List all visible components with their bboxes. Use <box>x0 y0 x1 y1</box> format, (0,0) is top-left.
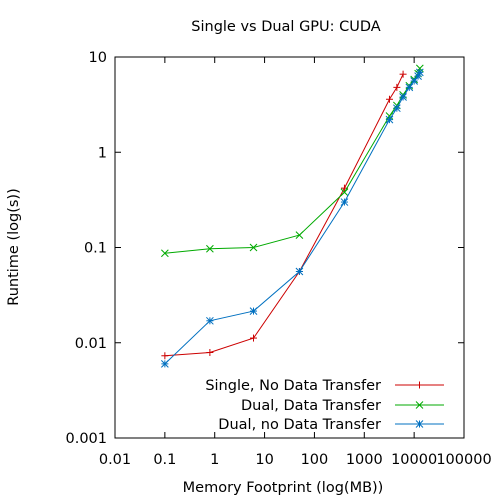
data-point <box>385 112 394 120</box>
series-line <box>164 68 421 254</box>
legend-label: Dual, no Data Transfer <box>218 417 381 433</box>
data-point <box>161 360 169 368</box>
legend: Single, No Data Transfer Dual, Data Trans… <box>205 378 444 433</box>
data-point <box>340 198 349 206</box>
marker-stroke <box>206 244 214 253</box>
series-2 <box>161 64 424 258</box>
marker-stroke <box>385 115 394 124</box>
y-axis: 0.001 0.01 0.1 1 10 <box>65 50 464 447</box>
data-point <box>410 77 418 85</box>
x-tick-label: 100000 <box>436 452 491 468</box>
series-line <box>164 73 404 357</box>
data-point <box>249 307 258 315</box>
x-tick-label: 1000 <box>346 452 383 468</box>
data-point <box>385 115 394 124</box>
x-tick-label: 10000 <box>391 452 437 468</box>
marker-stroke <box>161 249 169 258</box>
marker-stroke <box>415 420 424 428</box>
x-axis-label: Memory Footprint (log(MB)) <box>183 480 384 496</box>
marker-stroke <box>295 231 304 239</box>
x-axis: 0.01 0.1 1 10 100 1000 10000 100000 <box>99 57 492 468</box>
data-point <box>206 244 214 253</box>
marker-stroke <box>340 188 349 197</box>
data-point <box>206 349 214 357</box>
y-tick-label: 0.1 <box>84 241 107 257</box>
marker-stroke <box>410 77 418 85</box>
data-point <box>392 104 401 113</box>
x-tick-label: 1 <box>210 452 219 468</box>
x-tick-label: 100 <box>301 452 329 468</box>
series-1 <box>161 70 407 360</box>
legend-marker <box>415 401 424 409</box>
marker-stroke <box>414 72 422 80</box>
legend-label: Dual, Data Transfer <box>241 398 381 414</box>
data-point <box>399 93 407 101</box>
data-point <box>250 334 258 342</box>
data-point <box>414 72 422 80</box>
marker-stroke <box>405 83 414 92</box>
data-point <box>399 70 407 78</box>
x-tick-label: 0.01 <box>99 452 131 468</box>
x-tick-label: 10 <box>255 452 273 468</box>
marker-stroke <box>415 68 424 77</box>
chart-title: Single vs Dual GPU: CUDA <box>191 19 381 35</box>
data-point <box>405 83 414 92</box>
marker-stroke <box>206 316 214 325</box>
legend-marker <box>415 420 424 428</box>
marker-stroke <box>249 307 258 315</box>
marker-stroke <box>415 401 424 409</box>
marker-stroke <box>385 112 394 120</box>
y-tick-label: 10 <box>89 50 107 66</box>
marker-stroke <box>399 93 407 101</box>
marker-stroke <box>161 360 169 368</box>
data-point <box>206 316 214 325</box>
data-point <box>295 267 304 276</box>
x-tick-label: 0.1 <box>153 452 176 468</box>
data-point <box>415 68 424 77</box>
data-point <box>161 249 169 258</box>
series-3 <box>161 68 424 368</box>
series-line <box>164 72 421 365</box>
y-axis-label: Runtime (log(s)) <box>6 188 22 305</box>
y-tick-label: 1 <box>98 145 107 161</box>
series-layer <box>161 64 424 368</box>
marker-stroke <box>340 198 349 206</box>
marker-stroke <box>249 243 258 252</box>
y-tick-label: 0.001 <box>65 431 107 447</box>
data-point <box>161 352 169 360</box>
data-point <box>249 243 258 252</box>
data-point <box>340 188 349 197</box>
legend-label: Single, No Data Transfer <box>205 378 381 394</box>
legend-marker <box>416 381 423 389</box>
data-point <box>295 231 304 239</box>
y-tick-label: 0.01 <box>75 336 107 352</box>
data-point <box>393 83 401 91</box>
marker-stroke <box>295 267 304 276</box>
marker-stroke <box>392 104 401 113</box>
data-point <box>385 95 393 103</box>
